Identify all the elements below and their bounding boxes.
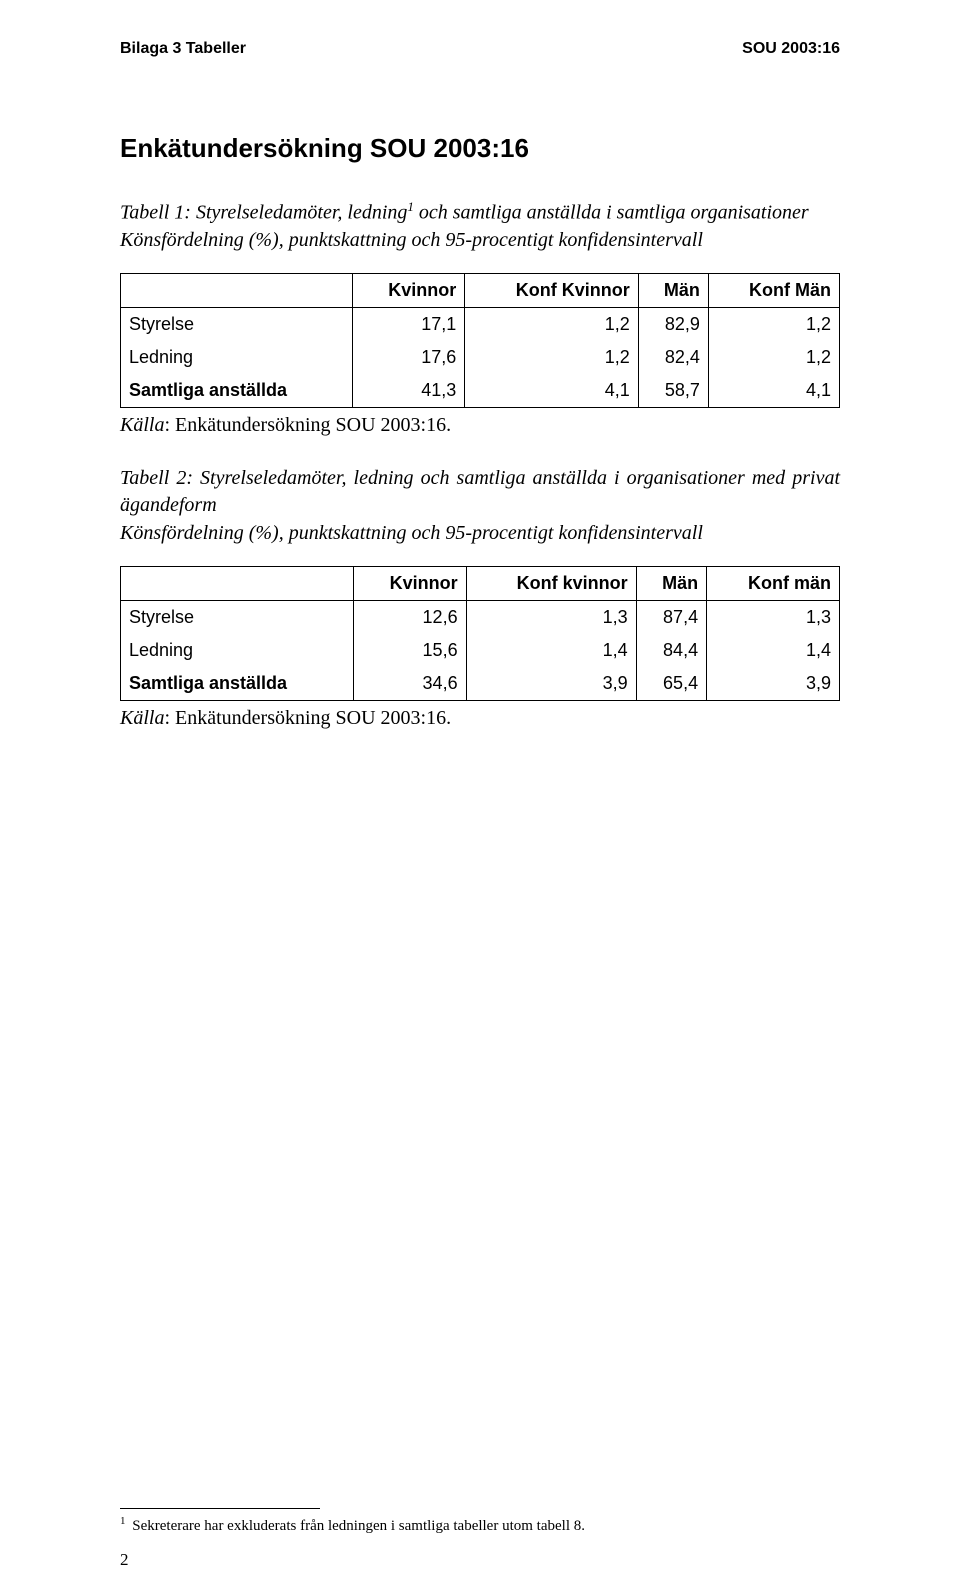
table-row: Samtliga anställda 41,3 4,1 58,7 4,1 xyxy=(121,374,840,408)
table2-r2-v3: 3,9 xyxy=(707,667,840,701)
table1-r0-v2: 82,9 xyxy=(638,307,708,341)
table1-r0-v3: 1,2 xyxy=(708,307,839,341)
table1-r0-label: Styrelse xyxy=(121,307,353,341)
table2-col4: Konf män xyxy=(707,566,840,600)
table2-r2-v1: 3,9 xyxy=(466,667,636,701)
table2-r0-v2: 87,4 xyxy=(636,600,706,634)
table1-caption: Tabell 1: Styrelseledamöter, ledning1 oc… xyxy=(120,198,840,255)
table1-source: Källa: Enkätundersökning SOU 2003:16. xyxy=(120,414,840,437)
table1-caption-line2: Könsfördelning (%), punktskattning och 9… xyxy=(120,229,703,251)
table2-r2-label: Samtliga anställda xyxy=(121,667,354,701)
table1-r2-v0: 41,3 xyxy=(352,374,465,408)
page-number: 2 xyxy=(120,1550,129,1570)
table1-r1-v0: 17,6 xyxy=(352,341,465,374)
footnote-rule xyxy=(120,1508,320,1509)
footnote-marker: 1 xyxy=(120,1515,126,1527)
table1-source-label: Källa xyxy=(120,414,164,436)
table1-col0 xyxy=(121,273,353,307)
table1-col2: Konf Kvinnor xyxy=(465,273,638,307)
table1-r1-v2: 82,4 xyxy=(638,341,708,374)
footnote-body: Sekreterare har exkluderats från ledning… xyxy=(129,1518,586,1534)
table2-source: Källa: Enkätundersökning SOU 2003:16. xyxy=(120,707,840,730)
table1-col1: Kvinnor xyxy=(352,273,465,307)
table2-r1-v0: 15,6 xyxy=(353,634,466,667)
table2-caption: Tabell 2: Styrelseledamöter, ledning och… xyxy=(120,465,840,548)
table1-col3: Män xyxy=(638,273,708,307)
table2-col2: Konf kvinnor xyxy=(466,566,636,600)
table2-r0-v3: 1,3 xyxy=(707,600,840,634)
table1-r0-v0: 17,1 xyxy=(352,307,465,341)
table1-r2-v2: 58,7 xyxy=(638,374,708,408)
table2: Kvinnor Konf kvinnor Män Konf män Styrel… xyxy=(120,566,840,701)
table2-r1-v3: 1,4 xyxy=(707,634,840,667)
table1-r2-v1: 4,1 xyxy=(465,374,638,408)
table1-col4: Konf Män xyxy=(708,273,839,307)
table2-col3: Män xyxy=(636,566,706,600)
table2-r0-label: Styrelse xyxy=(121,600,354,634)
table1-r0-v1: 1,2 xyxy=(465,307,638,341)
table-row: Styrelse 17,1 1,2 82,9 1,2 xyxy=(121,307,840,341)
table2-r1-v1: 1,4 xyxy=(466,634,636,667)
table2-r1-label: Ledning xyxy=(121,634,354,667)
table2-r2-v0: 34,6 xyxy=(353,667,466,701)
table2-caption-line1: Tabell 2: Styrelseledamöter, ledning och… xyxy=(120,467,840,517)
table2-col1: Kvinnor xyxy=(353,566,466,600)
table2-r2-v2: 65,4 xyxy=(636,667,706,701)
table2-r0-v0: 12,6 xyxy=(353,600,466,634)
table1-source-text: : Enkätundersökning SOU 2003:16. xyxy=(164,414,451,436)
table1-caption-pre: Tabell 1: Styrelseledamöter, ledning xyxy=(120,202,407,224)
table1-header-row: Kvinnor Konf Kvinnor Män Konf Män xyxy=(121,273,840,307)
table-row: Ledning 17,6 1,2 82,4 1,2 xyxy=(121,341,840,374)
section-heading: Enkätundersökning SOU 2003:16 xyxy=(120,133,840,164)
table2-source-label: Källa xyxy=(120,707,164,729)
table2-col0 xyxy=(121,566,354,600)
header-right: SOU 2003:16 xyxy=(742,40,840,58)
table1-r1-v1: 1,2 xyxy=(465,341,638,374)
table2-caption-line2: Könsfördelning (%), punktskattning och 9… xyxy=(120,522,703,544)
table2-r1-v2: 84,4 xyxy=(636,634,706,667)
header-left: Bilaga 3 Tabeller xyxy=(120,40,246,58)
page-header: Bilaga 3 Tabeller SOU 2003:16 xyxy=(120,40,840,58)
table2-header-row: Kvinnor Konf kvinnor Män Konf män xyxy=(121,566,840,600)
footnote: 1 Sekreterare har exkluderats från ledni… xyxy=(120,1515,840,1535)
table1: Kvinnor Konf Kvinnor Män Konf Män Styrel… xyxy=(120,273,840,408)
table2-r0-v1: 1,3 xyxy=(466,600,636,634)
table-row: Samtliga anställda 34,6 3,9 65,4 3,9 xyxy=(121,667,840,701)
table-row: Ledning 15,6 1,4 84,4 1,4 xyxy=(121,634,840,667)
table1-r1-label: Ledning xyxy=(121,341,353,374)
table1-r2-v3: 4,1 xyxy=(708,374,839,408)
table1-caption-post: och samtliga anställda i samtliga organi… xyxy=(414,202,809,224)
table1-r1-v3: 1,2 xyxy=(708,341,839,374)
table1-r2-label: Samtliga anställda xyxy=(121,374,353,408)
table2-source-text: : Enkätundersökning SOU 2003:16. xyxy=(164,707,451,729)
table-row: Styrelse 12,6 1,3 87,4 1,3 xyxy=(121,600,840,634)
footnote-area: 1 Sekreterare har exkluderats från ledni… xyxy=(120,1508,840,1535)
